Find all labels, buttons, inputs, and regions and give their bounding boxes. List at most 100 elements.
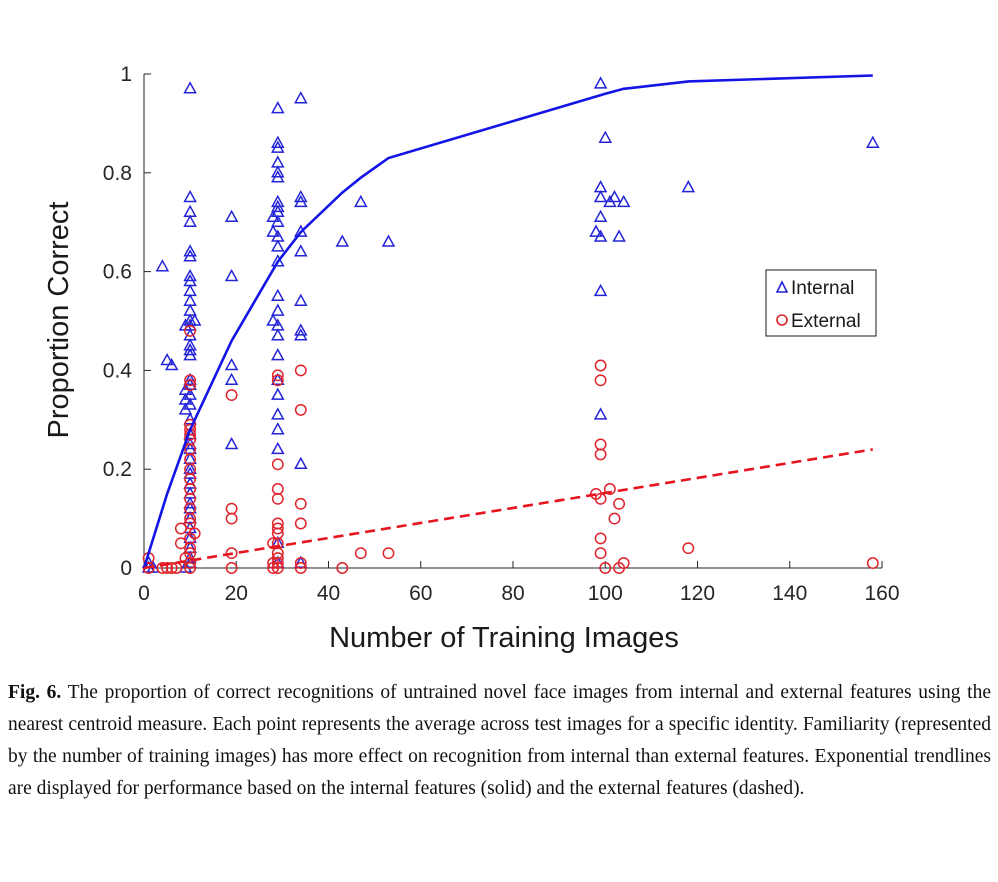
trendlines xyxy=(142,74,874,570)
external-point xyxy=(594,448,607,461)
internal-point xyxy=(266,313,280,326)
internal-point xyxy=(271,239,285,252)
internal-point xyxy=(164,357,179,371)
scatter-chart: 0 20 40 60 80 100 120 140 160 0 0.2 0.4 0.6 0.8 1 Numb… xyxy=(43,63,900,654)
x-tick-label: 0 xyxy=(138,582,150,605)
legend-external-marker xyxy=(776,314,788,326)
internal-point xyxy=(598,130,613,143)
external-trendline xyxy=(143,448,874,570)
internal-point xyxy=(183,397,197,410)
y-tick-label: 0.8 xyxy=(103,162,132,185)
x-tick-label: 120 xyxy=(680,582,715,605)
internal-point xyxy=(271,303,285,316)
external-point xyxy=(184,517,197,530)
external-point xyxy=(608,512,621,525)
external-point xyxy=(594,547,607,560)
x-tick-label: 160 xyxy=(864,582,899,605)
caption-text: The proportion of correct recognitions o… xyxy=(8,682,991,799)
internal-point xyxy=(271,199,285,213)
internal-point xyxy=(593,189,608,203)
external-point xyxy=(225,389,238,402)
internal-point xyxy=(607,189,622,203)
legend-internal-marker xyxy=(775,280,789,293)
external-point xyxy=(294,497,307,510)
external-point xyxy=(174,522,187,535)
x-tick-label: 80 xyxy=(501,582,524,605)
internal-point xyxy=(593,407,608,420)
internal-point xyxy=(681,180,696,193)
x-axis-label: Number of Training Images xyxy=(329,622,679,654)
external-point xyxy=(866,557,879,570)
internal-point xyxy=(589,224,603,237)
internal-point xyxy=(616,194,631,208)
internal-point xyxy=(354,194,368,208)
external-point xyxy=(294,517,307,530)
external-point xyxy=(294,562,307,574)
legend: Internal External xyxy=(765,269,877,337)
external-point xyxy=(594,492,607,505)
y-tick-label: 0.2 xyxy=(103,458,132,481)
internal-point xyxy=(183,81,197,94)
internal-point xyxy=(183,189,197,203)
external-point xyxy=(156,562,169,574)
internal-point xyxy=(294,189,308,203)
external-point xyxy=(271,483,284,495)
external-point xyxy=(225,562,238,574)
internal-point xyxy=(294,323,308,336)
external-point xyxy=(225,512,238,525)
external-point xyxy=(184,324,197,337)
internal-point xyxy=(271,407,285,420)
external-point xyxy=(294,364,307,377)
internal-point xyxy=(183,555,197,568)
internal-point xyxy=(224,436,239,450)
external-point xyxy=(271,557,284,570)
x-tick-label: 40 xyxy=(317,582,340,605)
legend-external-label: External xyxy=(791,311,861,332)
external-point xyxy=(184,557,197,570)
external-point xyxy=(682,542,695,555)
internal-point xyxy=(224,372,239,386)
internal-point xyxy=(183,244,197,257)
y-tick-label: 1 xyxy=(120,63,132,86)
external-point xyxy=(184,512,197,525)
x-tick-label: 20 xyxy=(225,582,248,605)
x-tick-label: 100 xyxy=(588,582,623,605)
external-point xyxy=(174,537,187,550)
external-point xyxy=(336,562,349,574)
legend-internal-label: Internal xyxy=(791,278,854,299)
internal-point xyxy=(160,352,174,366)
external-point xyxy=(271,458,284,471)
internal-trendline xyxy=(142,74,873,569)
external-point xyxy=(165,562,178,574)
external-point xyxy=(142,562,155,574)
internal-point xyxy=(593,283,608,297)
x-tick-label: 60 xyxy=(409,582,432,605)
caption-label: Fig. 6. xyxy=(8,682,62,703)
internal-point xyxy=(183,214,197,227)
internal-point xyxy=(224,357,239,371)
external-point xyxy=(271,562,284,574)
internal-point xyxy=(271,288,285,302)
internal-point xyxy=(271,135,285,148)
internal-point xyxy=(271,170,285,183)
internal-point xyxy=(294,244,308,257)
internal-point xyxy=(183,372,197,386)
internal-point xyxy=(593,229,608,242)
internal-point xyxy=(271,387,285,400)
external-point xyxy=(294,403,307,416)
internal-point xyxy=(271,422,285,435)
internal-point xyxy=(294,194,308,208)
external-point xyxy=(271,369,284,382)
internal-point xyxy=(294,555,308,568)
internal-point xyxy=(593,76,608,89)
y-tick-label: 0.4 xyxy=(103,359,133,382)
external-point xyxy=(161,562,174,574)
internal-point xyxy=(294,91,308,104)
axes: 0 20 40 60 80 100 120 140 160 0 0.2 0.4 0.6 0.8 1 xyxy=(103,63,900,605)
internal-point xyxy=(294,456,308,470)
internal-point xyxy=(271,165,285,178)
internal-point xyxy=(593,209,608,223)
internal-point xyxy=(224,209,239,223)
external-point xyxy=(188,527,201,540)
internal-point xyxy=(183,343,197,356)
